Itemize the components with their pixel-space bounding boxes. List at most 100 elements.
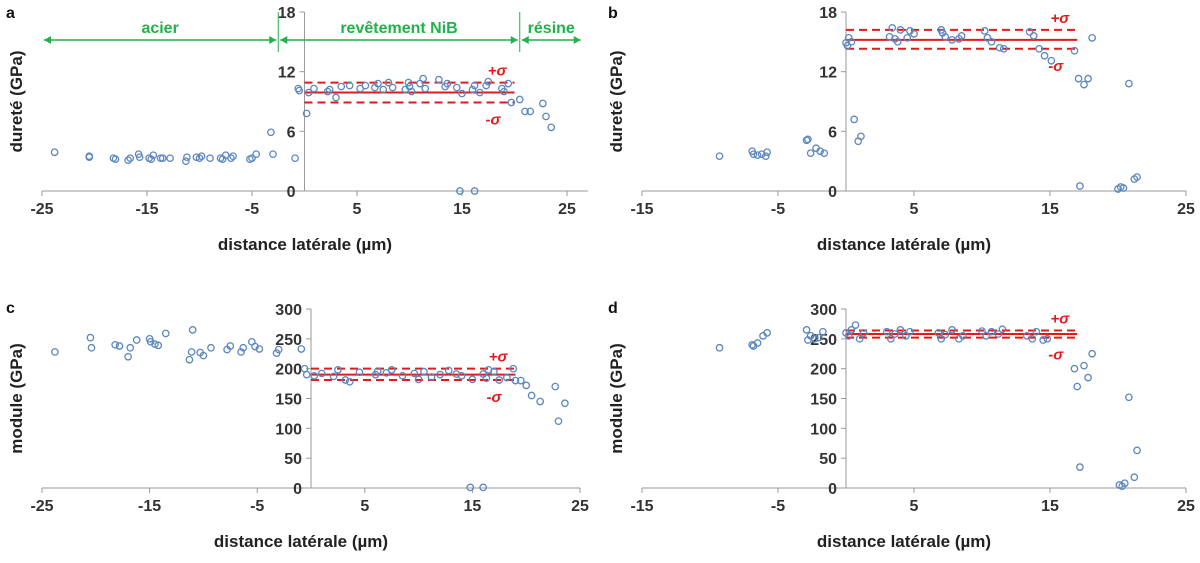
region-label: acier — [141, 20, 178, 37]
data-point — [452, 83, 461, 92]
region-arrowhead-right — [269, 36, 277, 44]
data-point — [466, 483, 475, 492]
data-point — [857, 132, 865, 141]
x-tick-label: 5 — [353, 201, 362, 218]
data-point — [542, 112, 550, 121]
y-tick-label: 150 — [810, 392, 837, 409]
data-point — [1070, 364, 1079, 373]
data-point — [515, 95, 524, 104]
data-point — [1074, 74, 1083, 83]
data-point — [206, 154, 214, 163]
data-point — [987, 37, 996, 46]
data-point — [166, 154, 174, 163]
y-axis-title: dureté (GPa) — [607, 50, 626, 152]
data-point — [1133, 446, 1141, 455]
data-point — [887, 334, 895, 343]
data-point — [274, 345, 283, 354]
data-point — [50, 148, 59, 157]
data-point — [500, 87, 508, 96]
region-arrowhead-right — [510, 36, 518, 44]
data-point — [959, 331, 967, 340]
y-axis-title: dureté (GPa) — [7, 50, 26, 152]
data-point — [1076, 182, 1084, 190]
x-tick-label: 15 — [464, 498, 482, 515]
y-tick-label: 100 — [275, 421, 302, 438]
data-point — [410, 369, 419, 378]
data-point — [267, 128, 275, 137]
data-point — [132, 336, 141, 344]
data-point — [1080, 361, 1088, 370]
data-point — [87, 343, 96, 352]
data-point — [269, 150, 277, 159]
data-point — [983, 34, 992, 42]
data-point — [753, 339, 762, 347]
data-point — [345, 81, 354, 90]
data-point — [1125, 79, 1133, 88]
data-point — [526, 107, 535, 116]
data-point — [1029, 32, 1038, 40]
y-tick-label: 150 — [275, 392, 302, 409]
data-point — [207, 343, 215, 352]
y-tick-label: 0 — [828, 481, 837, 498]
data-point — [310, 84, 318, 93]
data-point — [304, 88, 313, 97]
data-point — [1080, 80, 1088, 89]
data-point — [325, 85, 334, 94]
data-point — [421, 84, 430, 93]
data-point — [987, 327, 996, 336]
x-tick-label: -25 — [30, 498, 53, 515]
data-point — [443, 79, 452, 88]
data-point — [1028, 334, 1037, 343]
data-point — [458, 89, 466, 98]
data-point — [427, 373, 436, 381]
data-point — [337, 82, 346, 91]
data-point — [482, 374, 491, 383]
x-axis-title: distance latérale (µm) — [218, 235, 392, 254]
x-tick-label: 25 — [558, 201, 576, 218]
data-point — [1084, 373, 1092, 382]
y-tick-label: 200 — [275, 362, 302, 379]
data-point — [295, 86, 304, 95]
data-point — [407, 87, 416, 96]
data-point — [978, 327, 986, 335]
data-point — [183, 153, 191, 162]
panel-letter: d — [608, 300, 618, 317]
data-point — [802, 136, 811, 145]
y-axis-title: module (GPa) — [607, 343, 626, 454]
data-point — [251, 342, 259, 351]
x-tick-label: -15 — [138, 498, 161, 515]
data-point — [980, 27, 989, 35]
data-point — [154, 341, 163, 350]
data-point — [937, 334, 946, 343]
plus-sigma-label: +σ — [488, 63, 508, 80]
data-point — [847, 37, 856, 46]
data-point — [998, 325, 1007, 334]
data-point — [188, 326, 197, 334]
y-tick-label: 100 — [810, 421, 837, 438]
data-point — [229, 152, 237, 161]
x-tick-label: -15 — [630, 201, 653, 218]
data-point — [941, 33, 950, 41]
data-point — [185, 355, 194, 364]
data-point — [816, 147, 825, 156]
data-point — [903, 34, 912, 42]
data-point — [182, 157, 190, 166]
data-point — [888, 24, 897, 32]
data-point — [561, 399, 569, 408]
data-point — [373, 367, 382, 375]
data-point — [893, 37, 902, 46]
data-point — [149, 151, 158, 160]
data-point — [436, 370, 444, 379]
y-tick-label: 300 — [275, 302, 302, 319]
data-point — [361, 81, 370, 90]
data-point — [536, 397, 545, 406]
data-point — [302, 109, 311, 118]
y-tick-label: 6 — [828, 124, 837, 141]
data-point — [1047, 56, 1056, 65]
data-point — [896, 326, 905, 334]
data-point — [1032, 327, 1041, 336]
data-point — [516, 376, 525, 385]
data-point — [323, 87, 332, 96]
